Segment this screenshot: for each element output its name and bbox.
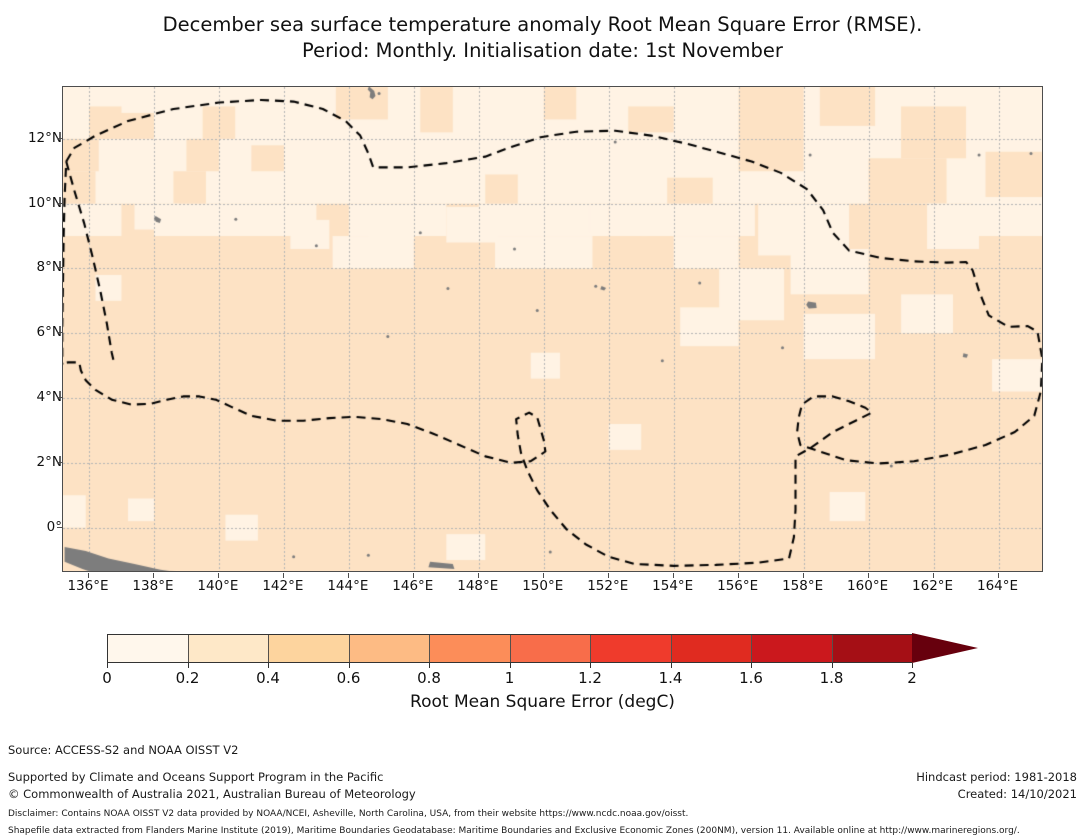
xtick-label: 152°E: [587, 578, 629, 594]
rmse-heatmap-canvas: [63, 87, 1042, 571]
colorbar-tick-mark: [751, 663, 752, 668]
xtick-mark: [477, 573, 479, 578]
colorbar-segment: [671, 635, 752, 662]
xtick-label: 144°E: [327, 578, 369, 594]
xtick-mark: [932, 573, 934, 578]
colorbar-tick-label: 1.6: [739, 669, 763, 687]
xtick-mark: [217, 573, 219, 578]
colorbar-tick-label: 1: [504, 669, 515, 687]
ytick-label: 12°N: [27, 129, 62, 146]
ytick-mark: [57, 202, 62, 204]
footer-source: Source: ACCESS-S2 and NOAA OISST V2: [8, 743, 239, 757]
xtick-label: 156°E: [717, 578, 759, 594]
colorbar-tick-mark: [670, 663, 672, 668]
ytick-label: 10°N: [27, 194, 62, 211]
colorbar-segment: [430, 635, 511, 662]
xtick-mark: [867, 573, 869, 578]
colorbar[interactable]: [107, 634, 912, 663]
colorbar-tick-mark: [187, 663, 189, 668]
colorbar-tick-label: 0.4: [256, 669, 280, 687]
xtick-label: 148°E: [457, 578, 499, 594]
colorbar-tick-mark: [107, 663, 108, 668]
xtick-label: 138°E: [132, 578, 174, 594]
xtick-mark: [152, 573, 154, 578]
xtick-mark: [412, 573, 414, 578]
footer-created: Created: 14/10/2021: [957, 787, 1077, 801]
colorbar-tick-label: 1.8: [819, 669, 844, 687]
xtick-mark: [672, 573, 674, 578]
ytick-label: 8°N: [36, 259, 62, 276]
xtick-mark: [737, 573, 739, 578]
colorbar-tick-mark: [831, 663, 833, 668]
colorbar-segment: [269, 635, 350, 662]
colorbar-segment: [510, 635, 591, 662]
ytick-mark: [57, 526, 62, 528]
xtick-label: 154°E: [652, 578, 694, 594]
colorbar-label: Root Mean Square Error (degC): [410, 692, 675, 712]
ytick-mark: [57, 332, 62, 334]
footer-hindcast: Hindcast period: 1981-2018: [916, 770, 1077, 784]
ytick-mark: [57, 397, 62, 399]
colorbar-tick-mark: [912, 663, 913, 668]
xtick-mark: [997, 573, 999, 578]
ytick-mark: [57, 137, 62, 139]
footer-copyright: © Commonwealth of Australia 2021, Austra…: [8, 787, 416, 801]
colorbar-segment: [108, 635, 189, 662]
ytick-label: 4°N: [36, 389, 62, 406]
colorbar-tick-mark: [268, 663, 269, 668]
colorbar-tick-label: 1.4: [658, 669, 683, 687]
colorbar-tick-mark: [590, 663, 591, 668]
colorbar-segment: [832, 635, 912, 662]
xtick-label: 140°E: [197, 578, 239, 594]
colorbar-tick-mark: [429, 663, 430, 668]
xtick-mark: [542, 573, 544, 578]
footer-supported: Supported by Climate and Oceans Support …: [8, 770, 384, 784]
xtick-label: 158°E: [782, 578, 824, 594]
colorbar-tick-label: 0.6: [336, 669, 361, 687]
footer-disclaimer-2: Shapefile data extracted from Flanders M…: [8, 826, 1020, 836]
xtick-label: 162°E: [912, 578, 954, 594]
map-plot-area[interactable]: [62, 86, 1043, 572]
xtick-label: 150°E: [522, 578, 564, 594]
xtick-mark: [87, 573, 89, 578]
colorbar-segment: [752, 635, 833, 662]
colorbar-segment: [188, 635, 269, 662]
xtick-label: 142°E: [262, 578, 304, 594]
ytick-label: 6°N: [36, 324, 62, 341]
colorbar-tick-label: 0.8: [417, 669, 441, 687]
title-line-1: December sea surface temperature anomaly…: [162, 13, 923, 36]
colorbar-tick-label: 0: [102, 669, 112, 687]
xtick-label: 136°E: [67, 578, 109, 594]
colorbar-tick-label: 2: [907, 669, 917, 687]
xtick-label: 164°E: [976, 578, 1019, 594]
xtick-mark: [282, 573, 284, 578]
xtick-label: 160°E: [847, 578, 889, 594]
colorbar-tick-label: 1.2: [578, 669, 602, 687]
colorbar-tick-mark: [348, 663, 350, 668]
xtick-mark: [347, 573, 349, 578]
chart-title: December sea surface temperature anomaly…: [0, 12, 1085, 64]
colorbar-segment: [591, 635, 672, 662]
ytick-label: 0°: [46, 518, 62, 535]
colorbar-tick-mark: [509, 663, 511, 668]
map-figure: 0° 2°N 4°N 6°N 8°N 10°N 12°N 136°E 138°E 140°E 142…: [27, 86, 1043, 594]
colorbar-extend-arrow: [912, 633, 978, 663]
ytick-mark: [57, 461, 62, 463]
colorbar-segment: [349, 635, 430, 662]
colorbar-tick-label: 0.2: [175, 669, 200, 687]
title-line-2: Period: Monthly. Initialisation date: 1s…: [302, 39, 783, 62]
xtick-mark: [607, 573, 609, 578]
footer-disclaimer-1: Disclaimer: Contains NOAA OISST V2 data …: [8, 809, 689, 819]
ytick-label: 2°N: [36, 453, 62, 470]
xtick-label: 146°E: [392, 578, 434, 594]
xtick-mark: [802, 573, 804, 578]
ytick-mark: [57, 267, 62, 269]
